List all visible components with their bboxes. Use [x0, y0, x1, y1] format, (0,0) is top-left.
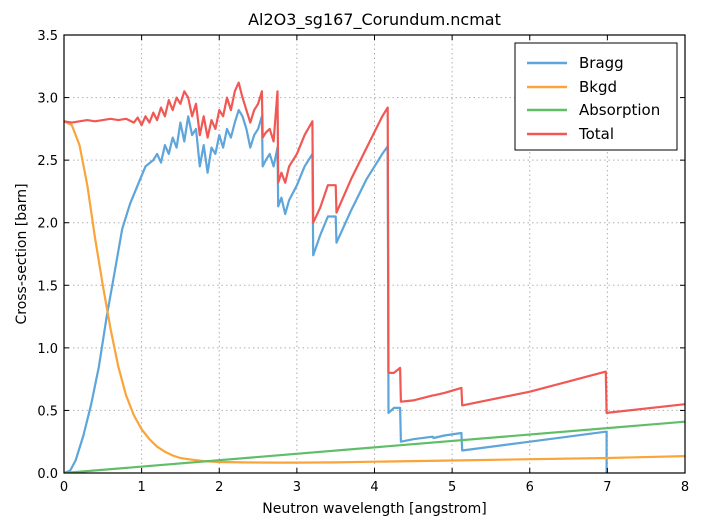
y-tick-label: 2.5 — [37, 154, 58, 169]
x-tick-label: 8 — [681, 480, 689, 495]
y-tick-label: 3.5 — [37, 29, 58, 44]
y-tick-label: 1.5 — [37, 279, 58, 294]
legend: Bragg Bkgd Absorption Total — [514, 42, 678, 151]
x-tick-label: 5 — [448, 480, 456, 495]
y-tick-label: 2.0 — [37, 217, 58, 232]
legend-label-absorption: Absorption — [579, 101, 660, 119]
x-tick-label: 7 — [603, 480, 611, 495]
x-tick-label: 3 — [293, 480, 301, 495]
legend-label-bkgd: Bkgd — [579, 78, 617, 96]
y-axis-label: Cross-section [barn] — [14, 183, 30, 324]
y-tick-label: 1.0 — [37, 342, 58, 357]
x-tick-label: 6 — [526, 480, 534, 495]
x-tick-label: 1 — [137, 480, 145, 495]
chart-title: Al2O3_sg167_Corundum.ncmat — [248, 10, 501, 30]
x-axis-label: Neutron wavelength [angstrom] — [262, 501, 487, 517]
legend-box — [514, 42, 678, 151]
x-tick-label: 0 — [60, 480, 68, 495]
ticks: 0 1 2 3 4 5 6 7 8 0.0 0.5 1.0 1.5 2.0 2.5 3.0 3.5 — [37, 29, 689, 495]
series-line-bragg — [64, 108, 608, 473]
legend-label-total: Total — [578, 125, 614, 143]
legend-label-bragg: Bragg — [579, 54, 624, 72]
x-tick-label: 2 — [215, 480, 223, 495]
y-tick-label: 0.0 — [37, 467, 58, 482]
series-line-total — [64, 81, 685, 414]
series-layer — [64, 81, 685, 473]
x-tick-label: 4 — [370, 480, 378, 495]
series-line-absorption — [64, 420, 685, 473]
series-line-bkgd — [64, 120, 685, 464]
y-tick-label: 0.5 — [37, 404, 58, 419]
y-tick-label: 3.0 — [37, 92, 58, 107]
